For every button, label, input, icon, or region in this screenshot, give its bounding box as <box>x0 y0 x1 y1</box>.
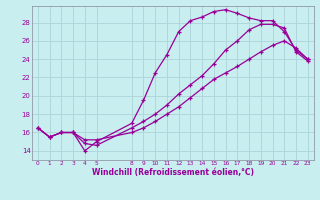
X-axis label: Windchill (Refroidissement éolien,°C): Windchill (Refroidissement éolien,°C) <box>92 168 254 177</box>
